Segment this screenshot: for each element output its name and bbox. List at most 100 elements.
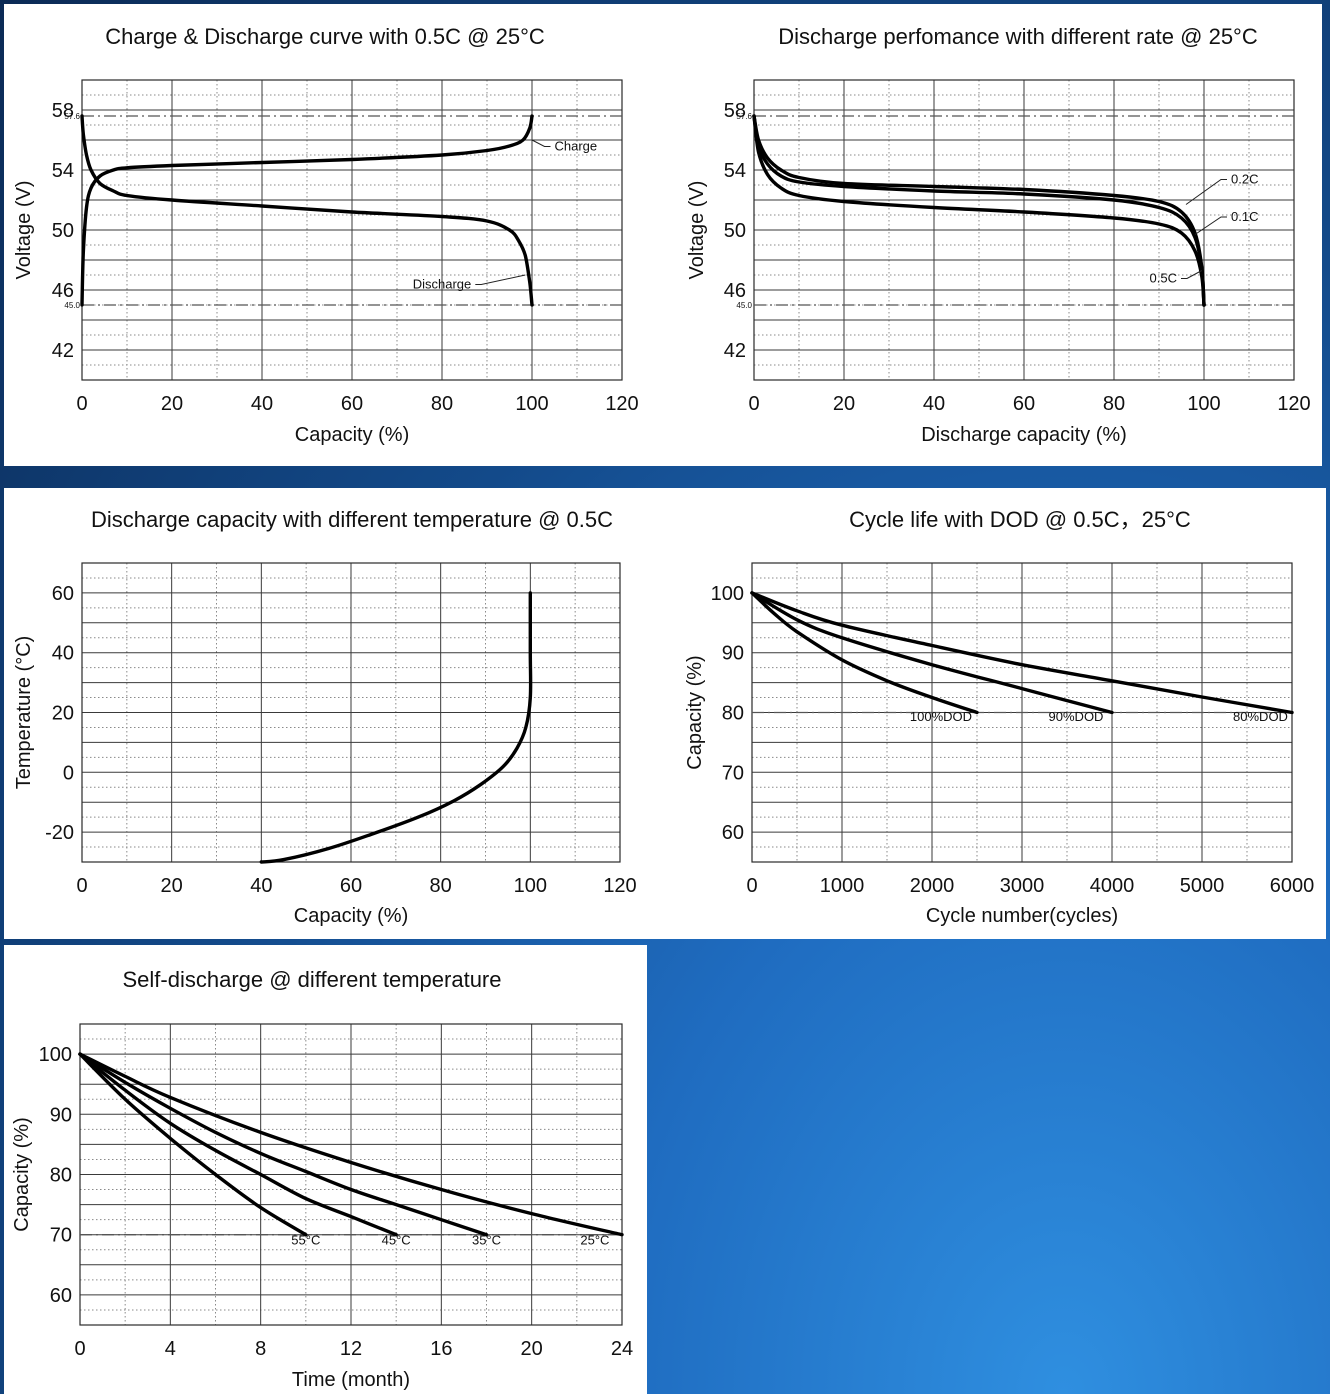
chart-title: Charge & Discharge curve with 0.5C @ 25°… — [105, 24, 545, 49]
y-tick-label: 54 — [724, 160, 746, 182]
series-line-25-c — [78, 1052, 624, 1237]
y-axis-label: Voltage (V) — [686, 181, 708, 280]
x-tick-label: 60 — [1013, 393, 1035, 415]
y-axis-label: Capacity (%) — [11, 1117, 33, 1231]
chart-5: Self-discharge @ different temperature 0 4… — [11, 967, 633, 1391]
series-line — [259, 591, 533, 864]
x-tick-label: 0 — [76, 393, 87, 415]
y-tick-label: 60 — [50, 1285, 72, 1307]
reference-line-label: 45.0 — [64, 301, 80, 310]
y-tick-label: 54 — [52, 160, 74, 182]
y-tick-label: 58 — [52, 100, 74, 122]
series-line-45-c — [78, 1052, 398, 1237]
y-tick-label: 46 — [724, 280, 746, 302]
x-tick-label: 2000 — [910, 875, 955, 897]
series-line-100-dod — [750, 591, 979, 715]
chart-title: Self-discharge @ different temperature — [122, 967, 501, 992]
x-tick-label: 120 — [605, 393, 638, 415]
y-tick-label: 20 — [52, 703, 74, 725]
y-tick-label: 42 — [52, 340, 74, 362]
series-label-0-1c: 0.1C — [1231, 209, 1258, 224]
x-tick-label: 4 — [165, 1338, 176, 1360]
x-tick-label: 100 — [514, 875, 547, 897]
series-line-charge — [80, 114, 534, 307]
reference-line-label: 57.6 — [64, 112, 80, 121]
chart-title: Cycle life with DOD @ 0.5C，25°C — [849, 507, 1191, 532]
series-label-charge: Charge — [555, 139, 598, 154]
chart-panel-self-discharge — [4, 945, 647, 1394]
x-tick-label: 80 — [431, 393, 453, 415]
y-tick-label: 100 — [711, 583, 744, 605]
x-tick-label: 20 — [521, 1338, 543, 1360]
chart-3: Discharge capacity with different temper… — [13, 507, 637, 927]
y-tick-label: 50 — [52, 220, 74, 242]
y-tick-label: 70 — [50, 1225, 72, 1247]
y-tick-label: 80 — [50, 1165, 72, 1187]
series-label-25-c: 25°C — [580, 1232, 609, 1247]
plot-frame — [753, 79, 1295, 381]
y-axis-label: Capacity (%) — [684, 655, 706, 769]
series-label-0-5c: 0.5C — [1150, 271, 1177, 286]
x-tick-label: 24 — [611, 1338, 633, 1360]
x-tick-label: 8 — [255, 1338, 266, 1360]
series-line-0-1c — [752, 114, 1206, 307]
x-tick-label: 100 — [515, 393, 548, 415]
chart-panel-charge-discharge — [4, 4, 1322, 466]
x-tick-label: 60 — [340, 875, 362, 897]
series-line-55-c — [78, 1052, 308, 1237]
x-tick-label: 0 — [748, 393, 759, 415]
y-tick-label: 90 — [50, 1104, 72, 1126]
x-tick-label: 120 — [1277, 393, 1310, 415]
x-tick-label: 12 — [340, 1338, 362, 1360]
plot-frame — [79, 1023, 623, 1326]
y-tick-label: 100 — [39, 1044, 72, 1066]
x-tick-label: 80 — [1103, 393, 1125, 415]
x-axis-label: Cycle number(cycles) — [926, 905, 1118, 927]
x-axis-label: Capacity (%) — [295, 424, 409, 446]
series-line-80-dod — [750, 591, 1294, 715]
y-tick-label: 60 — [52, 583, 74, 605]
chart-4: Cycle life with DOD @ 0.5C，25°C 0 1000 2000… — [684, 507, 1314, 927]
x-tick-label: 40 — [251, 393, 273, 415]
reference-line-label: 57.6 — [736, 112, 752, 121]
chart-title: Discharge perfomance with different rate… — [778, 24, 1258, 49]
y-tick-label: 90 — [722, 643, 744, 665]
x-tick-label: 4000 — [1090, 875, 1135, 897]
x-axis-label: Capacity (%) — [294, 905, 408, 927]
series-line-0-2c — [752, 114, 1206, 307]
y-tick-label: 60 — [722, 822, 744, 844]
series-label-35-c: 35°C — [472, 1232, 501, 1247]
y-tick-label: 50 — [724, 220, 746, 242]
reference-line-label: 45.0 — [736, 301, 752, 310]
y-tick-label: 42 — [724, 340, 746, 362]
x-tick-label: 60 — [341, 393, 363, 415]
x-tick-label: 16 — [430, 1338, 452, 1360]
y-tick-label: 70 — [722, 762, 744, 784]
x-tick-label: 6000 — [1270, 875, 1315, 897]
chart-title: Discharge capacity with different temper… — [91, 507, 613, 532]
x-axis-label: Discharge capacity (%) — [921, 424, 1127, 446]
x-tick-label: 40 — [250, 875, 272, 897]
x-tick-label: 3000 — [1000, 875, 1045, 897]
y-axis-label: Temperature (°C) — [13, 636, 35, 790]
series-label-leader — [1185, 179, 1227, 205]
x-tick-label: 0 — [746, 875, 757, 897]
x-axis-label: Time (month) — [292, 1369, 410, 1391]
y-tick-label: 0 — [63, 762, 74, 784]
plot-frame — [81, 79, 623, 381]
chart-1: Charge & Discharge curve with 0.5C @ 25°… — [13, 24, 639, 446]
x-tick-label: 120 — [603, 875, 636, 897]
series-label-leader — [1181, 270, 1203, 279]
x-tick-label: 5000 — [1180, 875, 1225, 897]
x-tick-label: 0 — [74, 1338, 85, 1360]
series-label-leader — [475, 274, 526, 285]
x-tick-label: 20 — [161, 875, 183, 897]
y-axis-label: Voltage (V) — [13, 181, 35, 280]
series-label-90-dod: 90%DOD — [1049, 709, 1104, 724]
series-label-80-dod: 80%DOD — [1233, 709, 1288, 724]
plot-frame — [81, 562, 621, 863]
x-tick-label: 1000 — [820, 875, 865, 897]
series-line-discharge — [80, 114, 534, 307]
x-tick-label: 20 — [161, 393, 183, 415]
